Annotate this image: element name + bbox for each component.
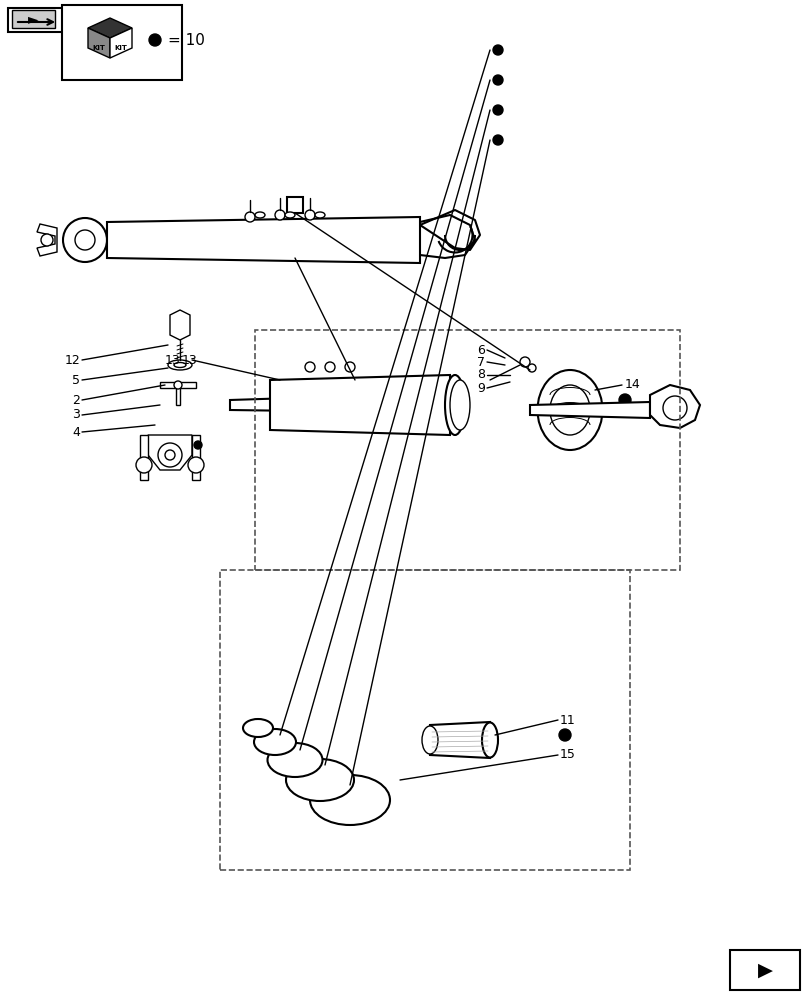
Circle shape [165,450,175,460]
Ellipse shape [537,370,602,450]
Bar [220,570,629,870]
Text: 6: 6 [477,344,484,357]
Text: 12: 12 [64,354,80,366]
Polygon shape [37,224,57,256]
Text: 13: 13 [164,354,180,366]
Bar [286,197,303,213]
Polygon shape [8,8,65,32]
Ellipse shape [242,719,272,737]
Ellipse shape [267,743,322,777]
Polygon shape [649,385,699,428]
Polygon shape [160,382,195,405]
Circle shape [663,396,686,420]
Ellipse shape [174,362,186,367]
Polygon shape [109,28,132,58]
Ellipse shape [310,775,389,825]
Circle shape [305,210,315,220]
Circle shape [305,362,315,372]
Bar [62,5,182,80]
Circle shape [492,75,502,85]
Polygon shape [148,435,191,470]
Ellipse shape [422,726,437,754]
Circle shape [275,210,285,220]
Bar [255,330,679,570]
Ellipse shape [315,212,324,218]
Ellipse shape [449,380,470,430]
Polygon shape [12,10,55,28]
Ellipse shape [285,759,354,801]
Circle shape [148,34,161,46]
Text: KIT: KIT [92,45,105,51]
Polygon shape [230,393,449,413]
Ellipse shape [444,375,465,435]
Circle shape [174,381,182,389]
Circle shape [324,362,335,372]
Text: 5: 5 [72,373,80,386]
Circle shape [527,364,535,372]
Circle shape [135,457,152,473]
Text: 2: 2 [72,393,80,406]
Polygon shape [169,310,190,340]
Circle shape [492,135,502,145]
Polygon shape [88,28,109,58]
Text: 14: 14 [624,378,640,391]
Polygon shape [88,18,132,38]
Polygon shape [139,435,148,480]
Ellipse shape [168,360,191,370]
Text: 3: 3 [72,408,80,422]
Polygon shape [729,950,799,990]
Ellipse shape [549,385,590,435]
Text: 13: 13 [182,354,198,366]
Ellipse shape [254,729,296,755]
Text: 15: 15 [560,748,575,762]
Circle shape [492,105,502,115]
Circle shape [63,218,107,262]
Text: KIT: KIT [114,45,127,51]
Polygon shape [270,375,449,435]
Circle shape [558,729,570,741]
Circle shape [75,230,95,250]
Text: = 10: = 10 [168,33,204,48]
Ellipse shape [482,722,497,758]
Text: 11: 11 [560,713,575,726]
Polygon shape [530,402,649,418]
Circle shape [194,441,202,449]
Polygon shape [191,435,200,480]
Circle shape [245,212,255,222]
Circle shape [618,394,630,406]
Circle shape [519,357,530,367]
Circle shape [188,457,204,473]
Ellipse shape [285,212,294,218]
Polygon shape [107,217,419,263]
Text: 4: 4 [72,426,80,438]
Circle shape [41,234,53,246]
Ellipse shape [255,212,264,218]
Text: ▶: ▶ [757,960,771,979]
Circle shape [345,362,354,372]
Circle shape [492,45,502,55]
Text: 8: 8 [476,368,484,381]
Text: 9: 9 [477,381,484,394]
Text: ►: ► [28,12,38,26]
Text: 7: 7 [476,356,484,368]
Polygon shape [430,722,489,758]
Circle shape [158,443,182,467]
